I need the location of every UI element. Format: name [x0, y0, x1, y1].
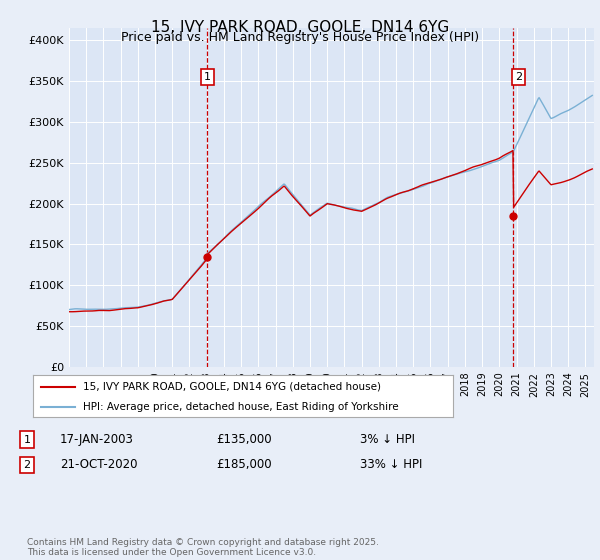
- Text: Contains HM Land Registry data © Crown copyright and database right 2025.
This d: Contains HM Land Registry data © Crown c…: [27, 538, 379, 557]
- Text: £135,000: £135,000: [216, 433, 272, 446]
- Text: 17-JAN-2003: 17-JAN-2003: [60, 433, 134, 446]
- Text: 2: 2: [515, 72, 522, 82]
- Text: 21-OCT-2020: 21-OCT-2020: [60, 458, 137, 472]
- Text: 1: 1: [204, 72, 211, 82]
- Text: 33% ↓ HPI: 33% ↓ HPI: [360, 458, 422, 472]
- Text: 2: 2: [23, 460, 31, 470]
- Text: 15, IVY PARK ROAD, GOOLE, DN14 6YG (detached house): 15, IVY PARK ROAD, GOOLE, DN14 6YG (deta…: [83, 382, 382, 392]
- Text: 1: 1: [23, 435, 31, 445]
- Text: HPI: Average price, detached house, East Riding of Yorkshire: HPI: Average price, detached house, East…: [83, 402, 399, 412]
- Text: 15, IVY PARK ROAD, GOOLE, DN14 6YG: 15, IVY PARK ROAD, GOOLE, DN14 6YG: [151, 20, 449, 35]
- Text: 3% ↓ HPI: 3% ↓ HPI: [360, 433, 415, 446]
- Text: Price paid vs. HM Land Registry's House Price Index (HPI): Price paid vs. HM Land Registry's House …: [121, 31, 479, 44]
- Text: £185,000: £185,000: [216, 458, 272, 472]
